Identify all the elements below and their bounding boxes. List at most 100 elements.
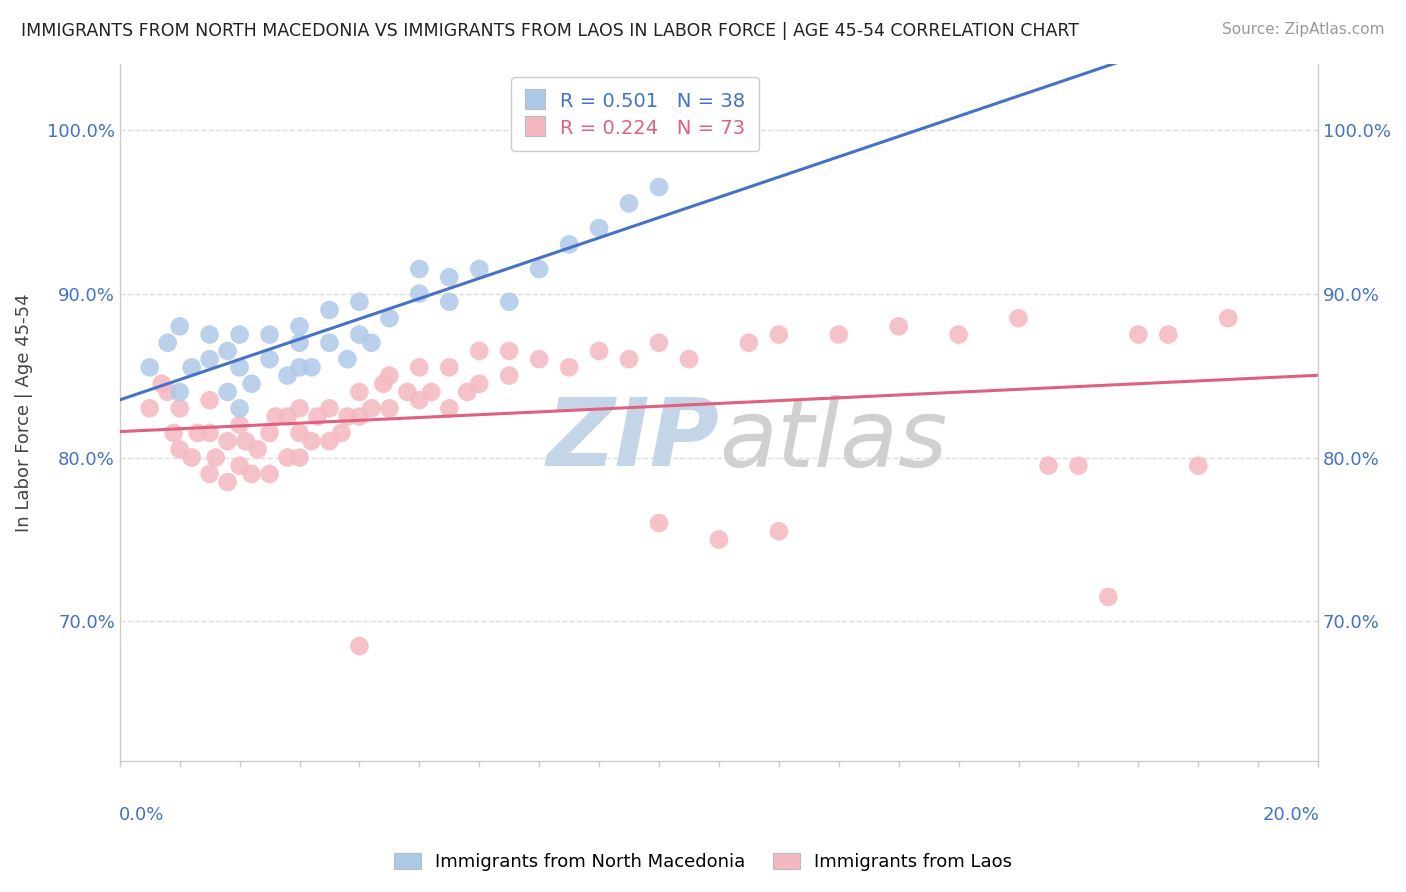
Point	[198, 327, 221, 342]
Point	[408, 393, 430, 408]
Point	[169, 401, 191, 416]
Point	[408, 286, 430, 301]
Point	[156, 335, 179, 350]
Legend: Immigrants from North Macedonia, Immigrants from Laos: Immigrants from North Macedonia, Immigra…	[387, 846, 1019, 879]
Point	[558, 237, 581, 252]
Point	[456, 384, 478, 399]
Point	[169, 384, 191, 399]
Point	[336, 352, 359, 367]
Point	[288, 319, 311, 334]
Point	[318, 434, 340, 449]
Point	[498, 368, 520, 383]
Text: 20.0%: 20.0%	[1263, 806, 1319, 824]
Text: Source: ZipAtlas.com: Source: ZipAtlas.com	[1222, 22, 1385, 37]
Point	[887, 319, 910, 334]
Point	[768, 327, 790, 342]
Point	[420, 384, 443, 399]
Point	[588, 343, 610, 358]
Point	[648, 516, 671, 530]
Point	[527, 352, 550, 367]
Point	[150, 376, 173, 391]
Point	[288, 425, 311, 440]
Point	[198, 467, 221, 481]
Text: 0.0%: 0.0%	[118, 806, 165, 824]
Point	[617, 196, 640, 211]
Point	[259, 467, 281, 481]
Point	[228, 401, 250, 416]
Point	[318, 401, 340, 416]
Point	[360, 401, 382, 416]
Point	[288, 360, 311, 375]
Text: ZIP: ZIP	[546, 394, 718, 486]
Point	[228, 417, 250, 432]
Point	[246, 442, 269, 457]
Point	[468, 376, 491, 391]
Point	[301, 360, 323, 375]
Point	[228, 458, 250, 473]
Point	[498, 343, 520, 358]
Point	[1157, 327, 1180, 342]
Point	[169, 319, 191, 334]
Point	[439, 401, 461, 416]
Point	[276, 450, 298, 465]
Point	[1097, 590, 1119, 604]
Y-axis label: In Labor Force | Age 45-54: In Labor Force | Age 45-54	[15, 293, 32, 532]
Point	[1187, 458, 1209, 473]
Point	[1218, 311, 1240, 326]
Point	[648, 335, 671, 350]
Point	[204, 450, 226, 465]
Point	[498, 294, 520, 309]
Point	[288, 401, 311, 416]
Point	[264, 409, 287, 424]
Point	[198, 425, 221, 440]
Point	[217, 475, 239, 489]
Point	[439, 360, 461, 375]
Point	[276, 409, 298, 424]
Point	[738, 335, 761, 350]
Legend: R = 0.501   N = 38, R = 0.224   N = 73: R = 0.501 N = 38, R = 0.224 N = 73	[512, 78, 759, 151]
Point	[187, 425, 209, 440]
Point	[288, 335, 311, 350]
Point	[330, 425, 353, 440]
Point	[235, 434, 257, 449]
Point	[198, 393, 221, 408]
Point	[156, 384, 179, 399]
Point	[301, 434, 323, 449]
Point	[349, 639, 371, 653]
Point	[468, 262, 491, 277]
Point	[678, 352, 700, 367]
Text: atlas: atlas	[718, 395, 948, 486]
Point	[408, 262, 430, 277]
Point	[163, 425, 186, 440]
Point	[1128, 327, 1150, 342]
Point	[240, 467, 263, 481]
Point	[259, 425, 281, 440]
Point	[439, 294, 461, 309]
Point	[240, 376, 263, 391]
Point	[527, 262, 550, 277]
Point	[617, 352, 640, 367]
Point	[336, 409, 359, 424]
Point	[948, 327, 970, 342]
Point	[378, 401, 401, 416]
Point	[228, 360, 250, 375]
Point	[228, 327, 250, 342]
Point	[217, 434, 239, 449]
Point	[349, 384, 371, 399]
Point	[180, 450, 202, 465]
Point	[1067, 458, 1090, 473]
Text: IMMIGRANTS FROM NORTH MACEDONIA VS IMMIGRANTS FROM LAOS IN LABOR FORCE | AGE 45-: IMMIGRANTS FROM NORTH MACEDONIA VS IMMIG…	[21, 22, 1078, 40]
Point	[318, 303, 340, 318]
Point	[707, 533, 730, 547]
Point	[558, 360, 581, 375]
Point	[276, 368, 298, 383]
Point	[217, 384, 239, 399]
Point	[408, 360, 430, 375]
Point	[828, 327, 851, 342]
Point	[138, 401, 160, 416]
Point	[198, 352, 221, 367]
Point	[318, 335, 340, 350]
Point	[373, 376, 395, 391]
Point	[768, 524, 790, 539]
Point	[468, 343, 491, 358]
